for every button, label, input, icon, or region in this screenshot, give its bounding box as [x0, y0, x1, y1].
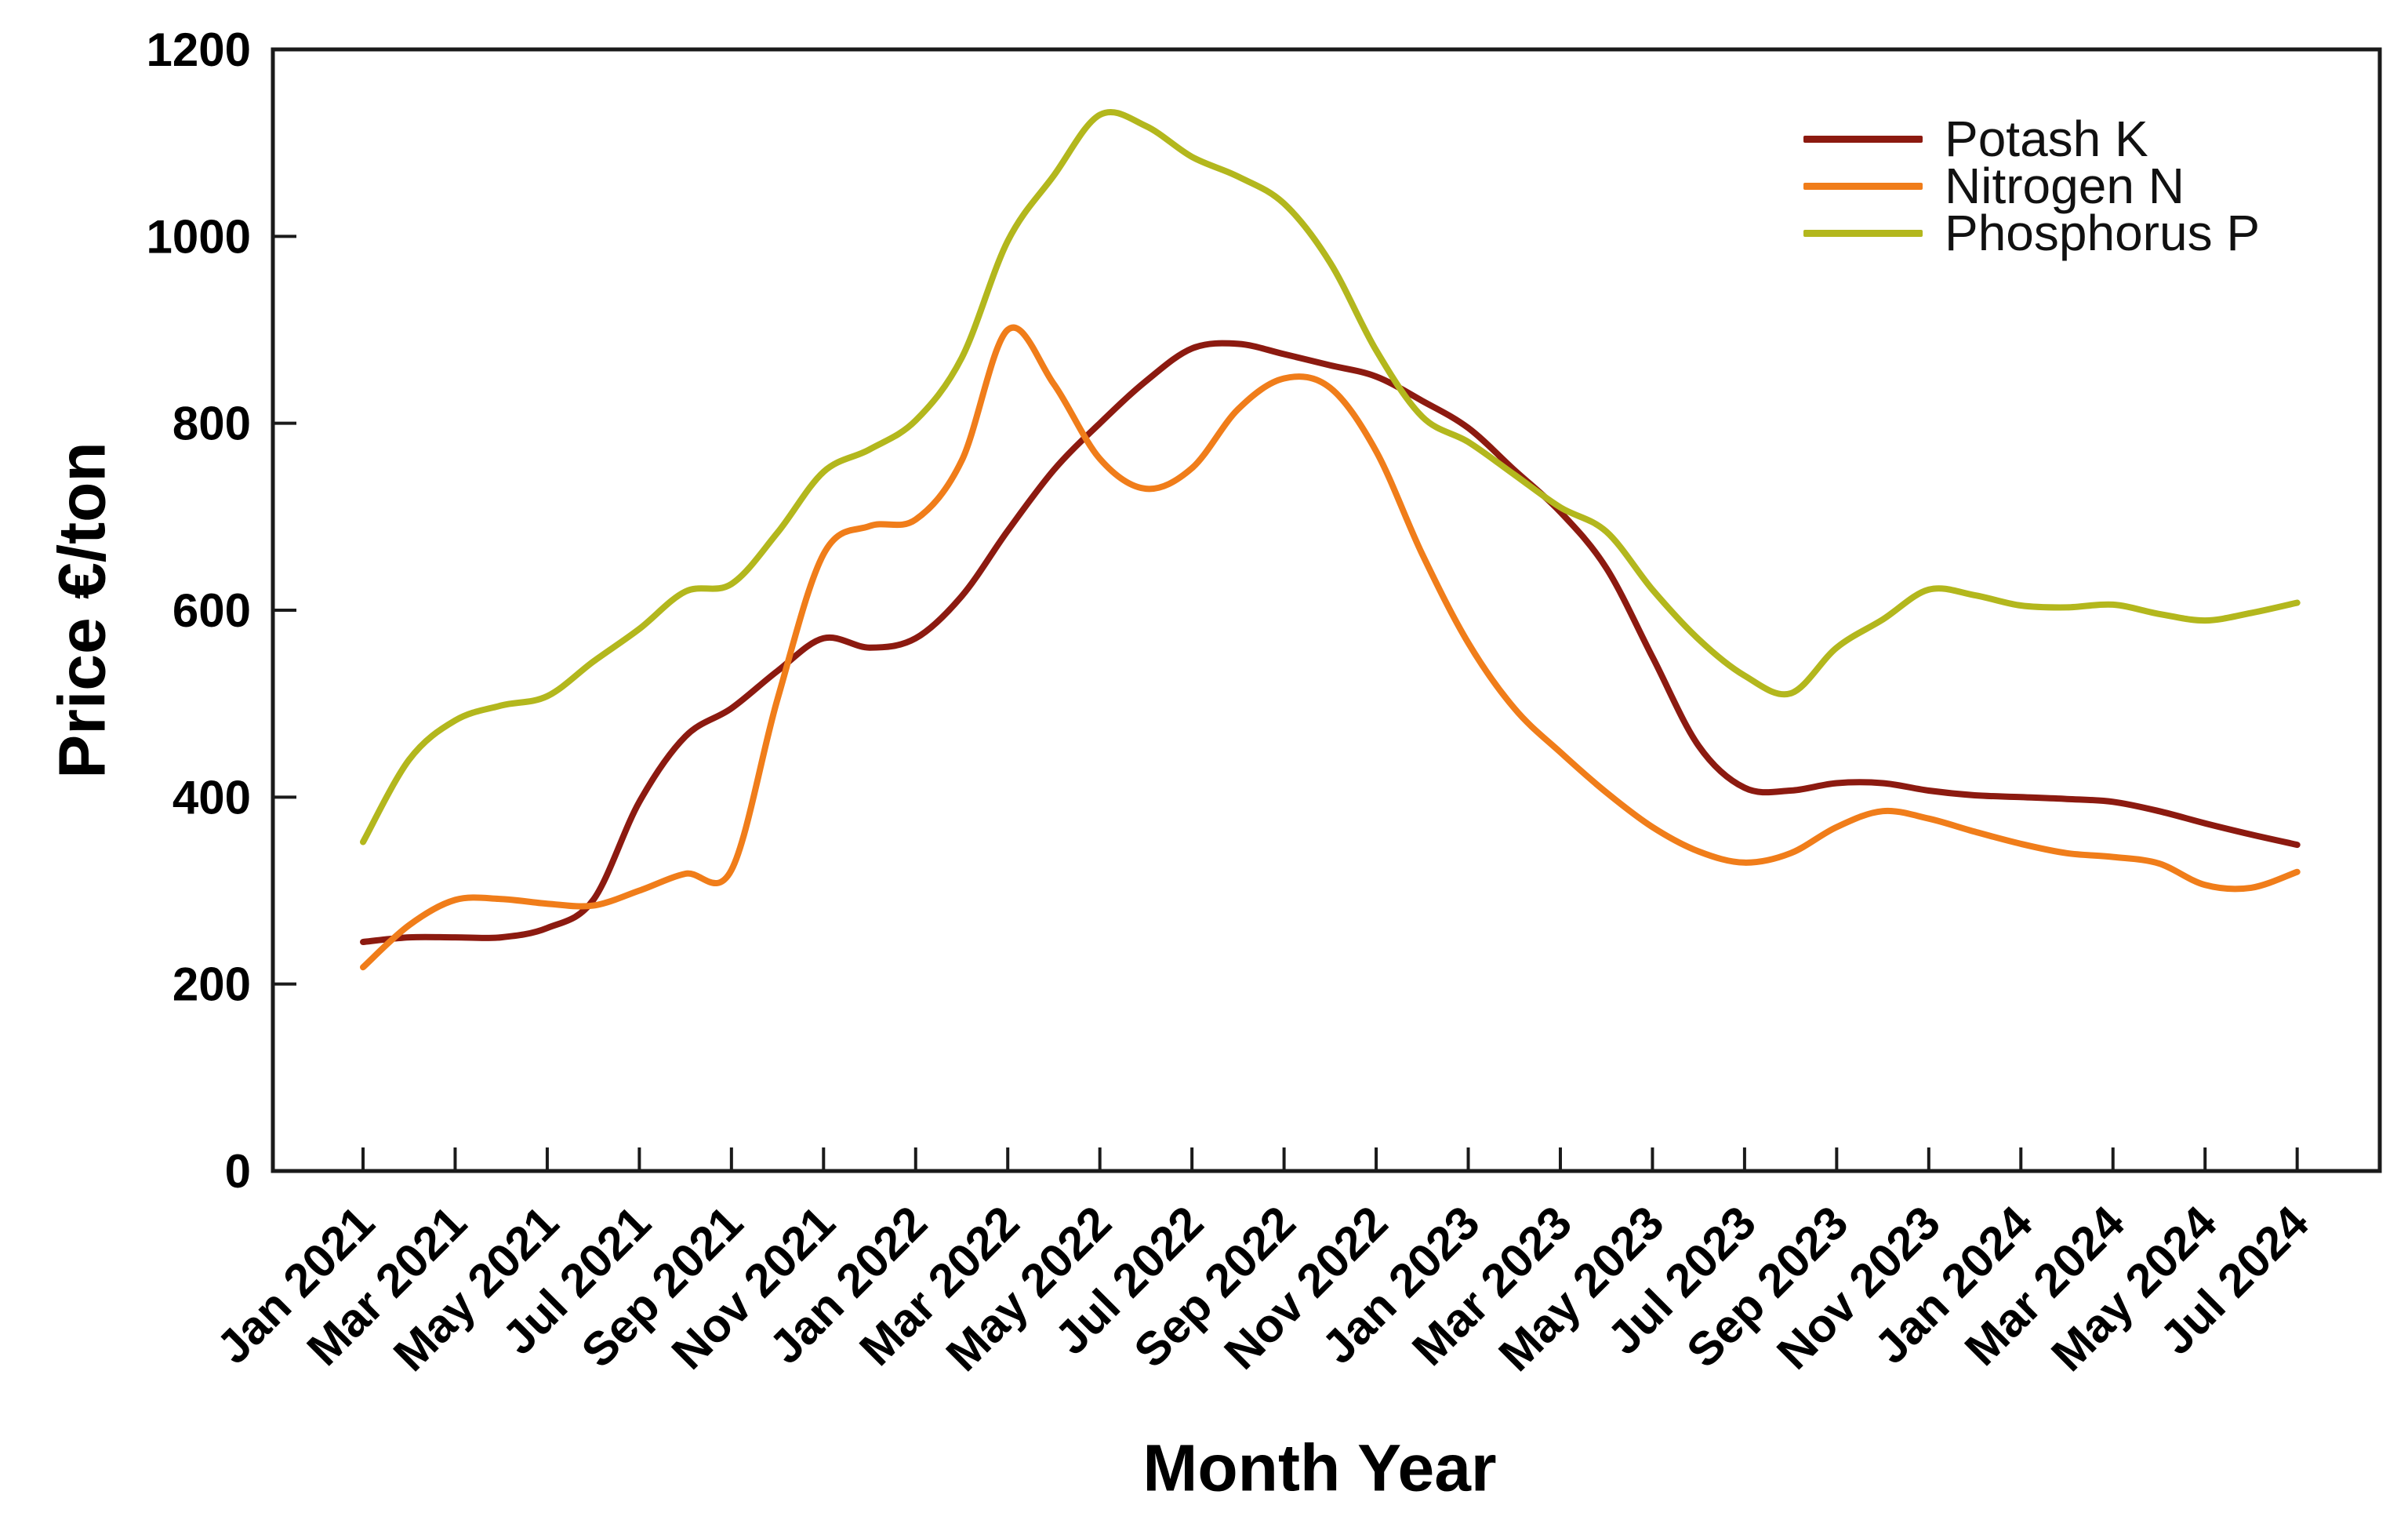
legend-label-nitrogen: Nitrogen N — [1945, 158, 2185, 214]
legend-label-potash: Potash K — [1945, 111, 2148, 167]
nitrogen-line-swatch — [1803, 182, 1923, 190]
y-tick-label: 200 — [173, 958, 251, 1011]
legend-row-nitrogen: Nitrogen N — [1803, 158, 2260, 214]
y-tick-label: 1000 — [147, 210, 251, 263]
legend-row-phosphorus: Phosphorus P — [1803, 205, 2260, 261]
y-tick-label: 600 — [173, 584, 251, 637]
series-line-phosphorus-p — [360, 108, 2301, 846]
legend: Potash K Nitrogen N Phosphorus P — [1803, 111, 2260, 261]
series-line-nitrogen-n — [360, 324, 2301, 971]
y-axis-title: Price €/ton — [45, 442, 119, 779]
x-axis-title: Month Year — [1142, 1431, 1497, 1505]
legend-row-potash: Potash K — [1803, 111, 2260, 167]
phosphorus-line-swatch — [1803, 229, 1923, 237]
series-line-potash-k — [360, 340, 2301, 945]
y-tick-label: 0 — [225, 1145, 251, 1198]
y-tick-label: 800 — [173, 398, 251, 450]
legend-label-phosphorus: Phosphorus P — [1945, 205, 2261, 261]
y-tick-label: 400 — [173, 771, 251, 824]
potash-line-swatch — [1803, 135, 1923, 143]
y-tick-label: 1200 — [147, 24, 251, 76]
